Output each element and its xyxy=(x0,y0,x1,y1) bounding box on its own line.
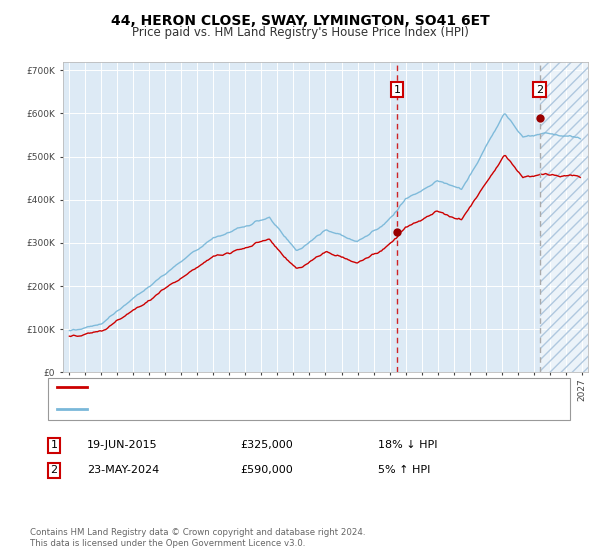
Bar xyxy=(540,62,588,372)
Bar xyxy=(540,62,588,372)
Text: 5% ↑ HPI: 5% ↑ HPI xyxy=(378,465,430,475)
Text: £325,000: £325,000 xyxy=(240,440,293,450)
Text: £590,000: £590,000 xyxy=(240,465,293,475)
Text: 2: 2 xyxy=(50,465,58,475)
Text: 2: 2 xyxy=(536,85,544,95)
Text: 44, HERON CLOSE, SWAY, LYMINGTON, SO41 6ET: 44, HERON CLOSE, SWAY, LYMINGTON, SO41 6… xyxy=(110,14,490,28)
Text: 18% ↓ HPI: 18% ↓ HPI xyxy=(378,440,437,450)
Text: 1: 1 xyxy=(394,85,400,95)
Text: 44, HERON CLOSE, SWAY, LYMINGTON, SO41 6ET (detached house): 44, HERON CLOSE, SWAY, LYMINGTON, SO41 6… xyxy=(91,382,440,391)
Text: 1: 1 xyxy=(50,440,58,450)
Text: Price paid vs. HM Land Registry's House Price Index (HPI): Price paid vs. HM Land Registry's House … xyxy=(131,26,469,39)
Text: HPI: Average price, detached house, New Forest: HPI: Average price, detached house, New … xyxy=(91,404,342,414)
Text: Contains HM Land Registry data © Crown copyright and database right 2024.
This d: Contains HM Land Registry data © Crown c… xyxy=(30,528,365,548)
Text: 23-MAY-2024: 23-MAY-2024 xyxy=(87,465,159,475)
Text: 19-JUN-2015: 19-JUN-2015 xyxy=(87,440,158,450)
